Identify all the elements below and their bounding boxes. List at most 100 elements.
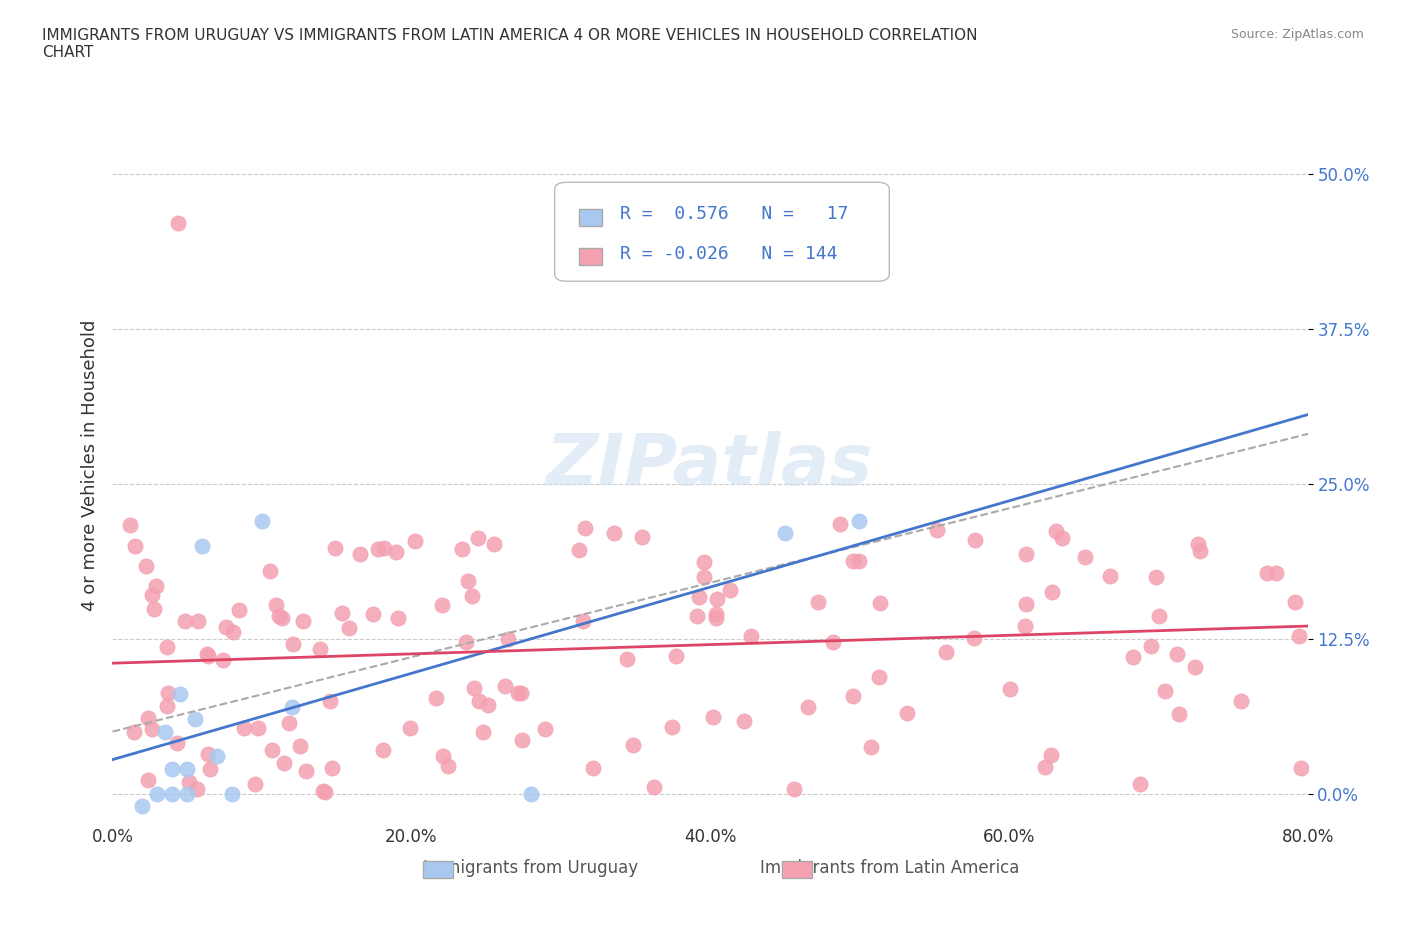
- Point: [661, 720, 683, 735]
- Text: Immigrants from Latin America: Immigrants from Latin America: [759, 859, 1019, 877]
- Point: [156, 698, 179, 713]
- Point: [582, 761, 605, 776]
- Point: [740, 629, 762, 644]
- Point: [830, 516, 852, 531]
- FancyBboxPatch shape: [554, 182, 890, 281]
- Point: [602, 526, 624, 541]
- Point: [294, 764, 316, 778]
- Point: [283, 636, 305, 651]
- Point: [205, 749, 228, 764]
- Point: [215, 620, 238, 635]
- Point: [472, 725, 495, 740]
- Point: [211, 653, 233, 668]
- FancyBboxPatch shape: [423, 861, 453, 879]
- Point: [686, 609, 709, 624]
- Text: R = -0.026   N = 144: R = -0.026 N = 144: [620, 246, 838, 263]
- Point: [288, 738, 311, 753]
- Point: [1015, 547, 1038, 562]
- Point: [425, 691, 447, 706]
- Point: [1144, 569, 1167, 584]
- Point: [404, 534, 426, 549]
- Text: Source: ZipAtlas.com: Source: ZipAtlas.com: [1230, 28, 1364, 41]
- Point: [783, 782, 806, 797]
- Point: [1256, 565, 1278, 580]
- Point: [141, 588, 163, 603]
- Point: [432, 749, 454, 764]
- Point: [122, 724, 145, 739]
- Point: [176, 786, 198, 801]
- Point: [693, 569, 716, 584]
- Y-axis label: 4 or more Vehicles in Household: 4 or more Vehicles in Household: [80, 319, 98, 611]
- Point: [706, 591, 728, 606]
- Point: [468, 694, 491, 709]
- Point: [246, 720, 269, 735]
- Point: [323, 541, 346, 556]
- Point: [1265, 565, 1288, 580]
- Point: [337, 620, 360, 635]
- Point: [631, 529, 654, 544]
- Point: [228, 603, 250, 618]
- Point: [733, 714, 755, 729]
- Point: [616, 652, 638, 667]
- Point: [186, 781, 208, 796]
- Point: [665, 649, 688, 664]
- Point: [157, 685, 180, 700]
- Point: [1154, 684, 1177, 698]
- Point: [138, 772, 160, 787]
- Point: [457, 574, 479, 589]
- Point: [1129, 777, 1152, 791]
- Point: [1168, 706, 1191, 721]
- Point: [266, 598, 288, 613]
- Point: [796, 699, 818, 714]
- Point: [430, 597, 453, 612]
- Point: [245, 777, 267, 791]
- Point: [925, 523, 948, 538]
- Point: [399, 720, 422, 735]
- Point: [145, 578, 167, 593]
- Point: [281, 699, 304, 714]
- Point: [177, 775, 200, 790]
- FancyBboxPatch shape: [782, 861, 811, 879]
- Point: [821, 634, 844, 649]
- Point: [643, 779, 665, 794]
- Point: [131, 799, 153, 814]
- Point: [330, 605, 353, 620]
- Point: [1040, 748, 1063, 763]
- Point: [688, 589, 710, 604]
- Point: [461, 588, 484, 603]
- Point: [349, 547, 371, 562]
- Point: [860, 740, 883, 755]
- Point: [935, 644, 957, 659]
- Text: R =  0.576   N =   17: R = 0.576 N = 17: [620, 206, 849, 223]
- Point: [292, 614, 315, 629]
- Point: [467, 531, 489, 546]
- Point: [508, 685, 530, 700]
- Point: [848, 513, 870, 528]
- Point: [1074, 550, 1097, 565]
- Point: [1014, 618, 1036, 633]
- Point: [693, 554, 716, 569]
- FancyBboxPatch shape: [579, 247, 603, 265]
- Point: [704, 610, 727, 625]
- Point: [135, 558, 157, 573]
- Point: [1188, 543, 1211, 558]
- Point: [807, 594, 830, 609]
- Point: [385, 544, 408, 559]
- Point: [623, 737, 645, 752]
- Point: [373, 540, 395, 555]
- Point: [868, 670, 890, 684]
- Point: [232, 721, 254, 736]
- Point: [367, 541, 389, 556]
- Point: [141, 722, 163, 737]
- Text: Immigrants from Uruguay: Immigrants from Uruguay: [423, 859, 638, 877]
- Point: [166, 216, 188, 231]
- Point: [1184, 659, 1206, 674]
- Point: [183, 711, 205, 726]
- Point: [162, 762, 183, 777]
- Point: [1140, 638, 1163, 653]
- FancyBboxPatch shape: [579, 209, 603, 227]
- Point: [1230, 694, 1253, 709]
- Point: [361, 606, 384, 621]
- Point: [1045, 524, 1067, 538]
- Point: [494, 679, 516, 694]
